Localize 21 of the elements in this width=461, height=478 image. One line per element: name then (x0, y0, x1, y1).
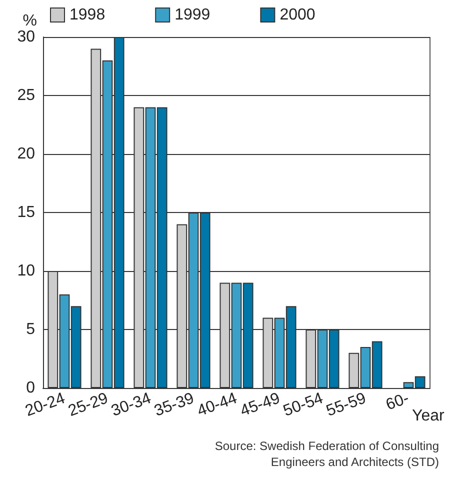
x-tick-label: 35-39 (152, 390, 196, 420)
legend-label: 1998 (70, 6, 106, 24)
y-tick-label: 20 (17, 146, 36, 162)
x-tick-label: 50-54 (281, 390, 326, 420)
y-tick-label: 10 (17, 262, 36, 280)
y-tick-label: 5 (26, 321, 36, 338)
y-axis-title: % (22, 12, 37, 30)
x-tick-label: 25-29 (66, 390, 110, 420)
x-axis-title: Year (412, 408, 445, 424)
x-tick-label: 45-49 (238, 390, 282, 420)
x-tick-label: 55-59 (324, 390, 368, 420)
y-tick-label: 0 (26, 380, 36, 396)
legend-label: 1999 (174, 6, 210, 24)
x-tick-label: 40-44 (195, 390, 240, 420)
x-tick-label: 60- (384, 390, 412, 414)
legend-label: 2000 (280, 6, 316, 24)
y-tick-label: 30 (17, 28, 36, 46)
y-tick-label: 25 (17, 87, 36, 104)
y-tick-label: 15 (17, 204, 36, 221)
source-note: Source: Swedish Federation of Consulting Engineers and Architects (STD) (214, 439, 439, 469)
x-tick-label: 30-34 (109, 390, 154, 420)
